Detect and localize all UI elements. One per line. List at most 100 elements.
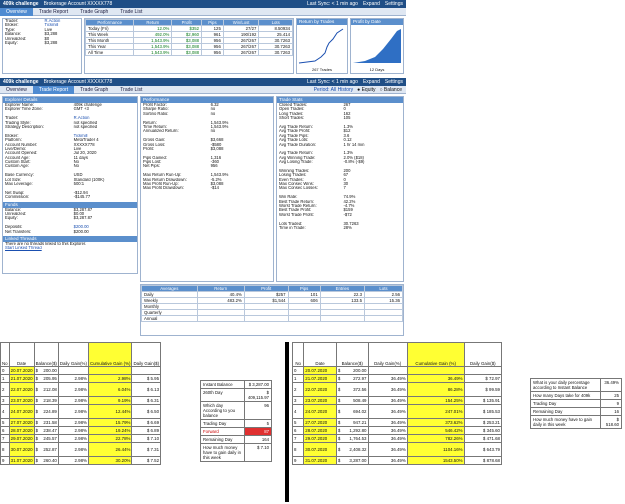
- cumulative-cell[interactable]: 15.79%: [87, 418, 133, 427]
- cumulative-cell[interactable]: 782.26%: [406, 434, 465, 443]
- balance-cell[interactable]: $272.97: [335, 374, 369, 383]
- right-box-value[interactable]: 25: [600, 391, 622, 400]
- mid-value[interactable]: 5: [243, 419, 273, 428]
- no-cell[interactable]: 2: [0, 382, 10, 397]
- daily-gain-pct-cell[interactable]: 36.49%: [367, 374, 408, 383]
- report-settings-button[interactable]: Settings: [384, 79, 403, 85]
- daily-gain-pct-cell[interactable]: 36.49%: [367, 382, 408, 397]
- daily-gain-usd-cell[interactable]: $ 6.31: [131, 396, 162, 405]
- daily-gain-usd-cell[interactable]: $ 6.69: [131, 418, 162, 427]
- mid-value[interactable]: $ 7.10: [243, 443, 273, 462]
- start-linked-thread-link[interactable]: Start Linked Thread: [5, 246, 42, 251]
- daily-gain-pct-cell[interactable]: 36.49%: [367, 418, 408, 427]
- kv-value[interactable]: Tickmill: [73, 133, 88, 138]
- no-cell[interactable]: 4: [0, 404, 10, 419]
- no-cell[interactable]: 6: [0, 426, 10, 435]
- date-cell[interactable]: 30.07.2020: [303, 442, 337, 457]
- balance-cell[interactable]: $508.49: [335, 396, 369, 405]
- daily-gain-pct-cell[interactable]: 2.98%: [57, 418, 89, 427]
- cumulative-cell[interactable]: 22.78%: [87, 434, 133, 443]
- right-box-value[interactable]: 36.49%: [600, 378, 622, 392]
- daily-gain-pct-cell[interactable]: 36.49%: [367, 456, 408, 465]
- tab2-trade-list[interactable]: Trade List: [120, 86, 143, 93]
- cumulative-cell[interactable]: 9.19%: [87, 396, 133, 405]
- date-cell[interactable]: 31.07.2020: [8, 456, 35, 465]
- balance-cell[interactable]: $238.47: [33, 426, 59, 435]
- no-cell[interactable]: 0: [291, 366, 305, 375]
- cumulative-cell[interactable]: 546.42%: [406, 426, 465, 435]
- top-expand-button[interactable]: Expand: [362, 1, 380, 7]
- date-cell[interactable]: 27.07.2020: [303, 418, 337, 427]
- date-cell[interactable]: 29.07.2020: [303, 434, 337, 443]
- daily-gain-pct-cell[interactable]: 2.98%: [57, 404, 89, 419]
- date-cell[interactable]: 30.07.2020: [8, 442, 35, 457]
- balance-cell[interactable]: $372.56: [335, 382, 369, 397]
- date-cell[interactable]: 21.07.2020: [8, 374, 35, 383]
- date-cell[interactable]: 23.07.2020: [8, 396, 35, 405]
- mid-value[interactable]: 87: [243, 427, 273, 436]
- daily-gain-usd-cell[interactable]: $ 7.31: [131, 442, 162, 457]
- tab-trade-report[interactable]: Trade Report: [38, 8, 69, 15]
- daily-gain-pct-cell[interactable]: 36.49%: [367, 434, 408, 443]
- daily-gain-usd-cell[interactable]: [131, 366, 162, 375]
- daily-gain-usd-cell[interactable]: $ 7.10: [131, 434, 162, 443]
- balance-cell[interactable]: $2,408.32: [335, 442, 369, 457]
- daily-gain-pct-cell[interactable]: 2.98%: [57, 382, 89, 397]
- daily-gain-usd-cell[interactable]: $ 7.52: [131, 456, 162, 465]
- no-cell[interactable]: 4: [291, 404, 305, 419]
- tab2-overview[interactable]: Overview: [6, 86, 27, 93]
- no-cell[interactable]: 5: [0, 418, 10, 427]
- date-cell[interactable]: 23.07.2020: [303, 396, 337, 405]
- period-select[interactable]: Period: All History: [313, 86, 354, 93]
- cumulative-cell[interactable]: 2.98%: [87, 374, 133, 383]
- no-cell[interactable]: 8: [291, 442, 305, 457]
- no-cell[interactable]: 7: [291, 434, 305, 443]
- cumulative-cell[interactable]: [87, 366, 133, 375]
- cumulative-cell[interactable]: [406, 366, 465, 375]
- daily-gain-pct-cell[interactable]: 2.98%: [57, 396, 89, 405]
- cumulative-cell[interactable]: 12.44%: [87, 404, 133, 419]
- date-cell[interactable]: 24.07.2020: [8, 404, 35, 419]
- balance-cell[interactable]: $205.95: [33, 374, 59, 383]
- no-cell[interactable]: 0: [0, 366, 10, 375]
- cumulative-cell[interactable]: 19.24%: [87, 426, 133, 435]
- no-cell[interactable]: 5: [291, 418, 305, 427]
- date-cell[interactable]: 22.07.2020: [303, 382, 337, 397]
- no-cell[interactable]: 9: [0, 456, 10, 465]
- right-box-value[interactable]: 16: [600, 407, 622, 416]
- cumulative-cell[interactable]: 247.01%: [406, 404, 465, 419]
- daily-gain-pct-cell[interactable]: [367, 366, 408, 375]
- daily-gain-pct-cell[interactable]: 2.98%: [57, 442, 89, 457]
- balance-cell[interactable]: $231.58: [33, 418, 59, 427]
- balance-cell[interactable]: $1,764.53: [335, 434, 369, 443]
- no-cell[interactable]: 8: [0, 442, 10, 457]
- cumulative-cell[interactable]: 1104.16%: [406, 442, 465, 457]
- cumulative-cell[interactable]: 154.25%: [406, 396, 465, 405]
- mid-value[interactable]: $ 3,287.00: [243, 380, 273, 389]
- mini-value[interactable]: Tickmill: [44, 23, 59, 28]
- equity-radio[interactable]: ● Equity: [357, 86, 376, 93]
- cumulative-cell[interactable]: 6.04%: [87, 382, 133, 397]
- date-cell[interactable]: 24.07.2020: [303, 404, 337, 419]
- date-cell[interactable]: 28.07.2020: [8, 426, 35, 435]
- mini-value[interactable]: R.Action: [44, 19, 61, 23]
- daily-gain-usd-cell[interactable]: $ 643.79: [463, 442, 503, 457]
- balance-radio[interactable]: ○ Balance: [379, 86, 403, 93]
- daily-gain-pct-cell[interactable]: 2.98%: [57, 456, 89, 465]
- balance-cell[interactable]: $3,287.00: [335, 456, 369, 465]
- mid-value[interactable]: 164: [243, 435, 273, 444]
- right-box-value[interactable]: $ 518.60: [600, 415, 622, 429]
- cumulative-cell[interactable]: 86.28%: [406, 382, 465, 397]
- daily-gain-pct-cell[interactable]: 36.49%: [367, 442, 408, 457]
- cumulative-cell[interactable]: 26.44%: [87, 442, 133, 457]
- tab2-trade-graph[interactable]: Trade Graph: [80, 86, 109, 93]
- daily-gain-usd-cell[interactable]: $ 878.68: [463, 456, 503, 465]
- no-cell[interactable]: 9: [291, 456, 305, 465]
- daily-gain-usd-cell[interactable]: $ 6.13: [131, 382, 162, 397]
- balance-cell[interactable]: $200.00: [335, 366, 369, 375]
- mid-value[interactable]: $ 409,115.97: [243, 388, 273, 402]
- no-cell[interactable]: 1: [291, 374, 305, 383]
- cumulative-cell[interactable]: 30.20%: [87, 456, 133, 465]
- daily-gain-pct-cell[interactable]: 36.49%: [367, 404, 408, 419]
- no-cell[interactable]: 6: [291, 426, 305, 435]
